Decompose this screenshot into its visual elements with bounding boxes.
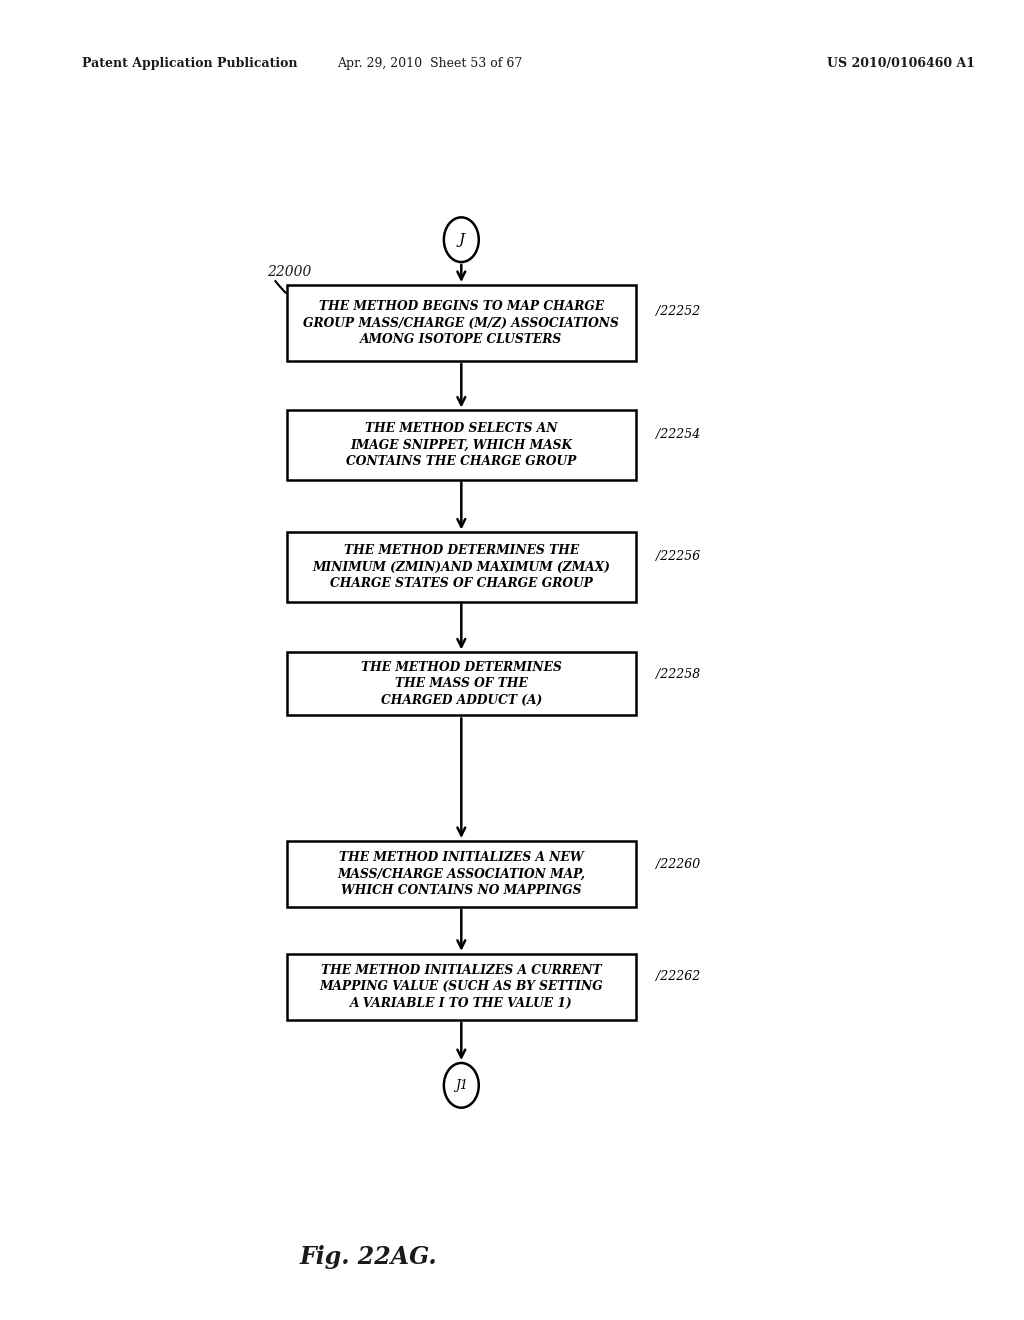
FancyBboxPatch shape [287, 285, 636, 362]
Circle shape [443, 1063, 479, 1107]
Text: US 2010/0106460 A1: US 2010/0106460 A1 [827, 57, 975, 70]
Text: /22258: /22258 [655, 668, 700, 681]
FancyBboxPatch shape [287, 841, 636, 907]
Text: THE METHOD SELECTS AN
IMAGE SNIPPET, WHICH MASK
CONTAINS THE CHARGE GROUP: THE METHOD SELECTS AN IMAGE SNIPPET, WHI… [346, 422, 577, 469]
Text: J1: J1 [455, 1078, 468, 1092]
Text: Apr. 29, 2010  Sheet 53 of 67: Apr. 29, 2010 Sheet 53 of 67 [338, 57, 522, 70]
Text: J: J [459, 232, 464, 247]
Text: THE METHOD DETERMINES THE
MINIMUM (ZMIN)AND MAXIMUM (ZMAX)
CHARGE STATES OF CHAR: THE METHOD DETERMINES THE MINIMUM (ZMIN)… [312, 544, 610, 590]
Text: /22252: /22252 [655, 305, 700, 318]
FancyBboxPatch shape [287, 652, 636, 715]
Text: Fig. 22AG.: Fig. 22AG. [300, 1245, 437, 1269]
Text: THE METHOD INITIALIZES A NEW
MASS/CHARGE ASSOCIATION MAP,
WHICH CONTAINS NO MAPP: THE METHOD INITIALIZES A NEW MASS/CHARGE… [337, 851, 586, 898]
Text: THE METHOD BEGINS TO MAP CHARGE
GROUP MASS/CHARGE (M/Z) ASSOCIATIONS
AMONG ISOTO: THE METHOD BEGINS TO MAP CHARGE GROUP MA… [303, 300, 620, 346]
Text: 22000: 22000 [267, 265, 311, 279]
Text: THE METHOD INITIALIZES A CURRENT
MAPPING VALUE (SUCH AS BY SETTING
A VARIABLE I : THE METHOD INITIALIZES A CURRENT MAPPING… [319, 964, 603, 1010]
Text: /22260: /22260 [655, 858, 700, 870]
Text: /22254: /22254 [655, 428, 700, 441]
Text: THE METHOD DETERMINES
THE MASS OF THE
CHARGED ADDUCT (A): THE METHOD DETERMINES THE MASS OF THE CH… [360, 661, 562, 708]
Text: /22256: /22256 [655, 550, 700, 564]
Text: /22262: /22262 [655, 970, 700, 983]
FancyBboxPatch shape [287, 954, 636, 1020]
Text: Patent Application Publication: Patent Application Publication [82, 57, 297, 70]
FancyBboxPatch shape [287, 532, 636, 602]
Circle shape [443, 218, 479, 263]
FancyBboxPatch shape [287, 411, 636, 479]
